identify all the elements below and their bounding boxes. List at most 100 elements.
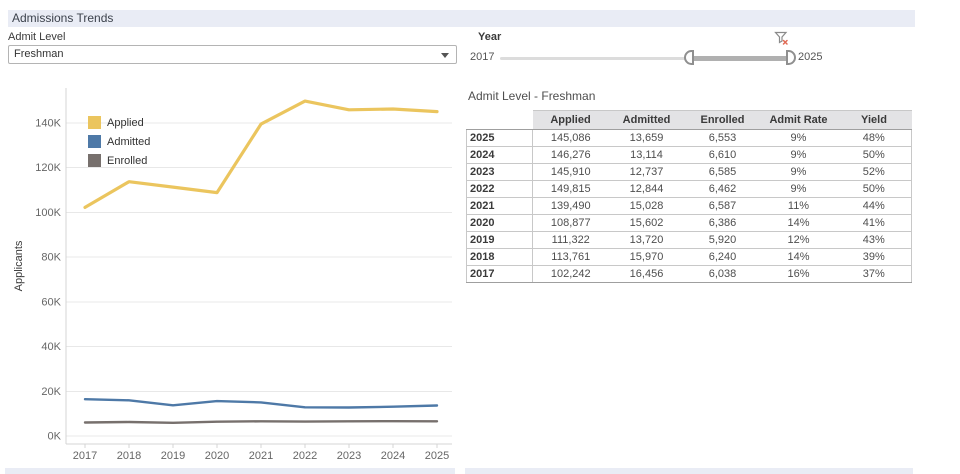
- admissions-table: Applied Admitted Enrolled Admit Rate Yield 2…: [466, 110, 912, 283]
- table-cell[interactable]: 16,456: [608, 265, 685, 283]
- legend-item-applied[interactable]: Applied: [88, 116, 150, 129]
- table-cell[interactable]: 6,462: [684, 180, 761, 198]
- table-cell[interactable]: 9%: [760, 180, 837, 198]
- table-cell[interactable]: 111,322: [532, 231, 609, 249]
- legend-swatch-icon: [88, 154, 101, 167]
- year-slider-track[interactable]: [500, 57, 788, 60]
- legend-item-enrolled[interactable]: Enrolled: [88, 154, 150, 167]
- filter-clear-icon[interactable]: [774, 31, 789, 51]
- row-header-year[interactable]: 2024: [466, 146, 533, 164]
- table-cell[interactable]: 11%: [760, 197, 837, 215]
- column-header-yield[interactable]: Yield: [836, 110, 912, 130]
- table-cell[interactable]: 13,114: [608, 146, 685, 164]
- table-cell[interactable]: 52%: [836, 163, 912, 181]
- legend-label: Admitted: [107, 135, 151, 148]
- table-cell[interactable]: 6,585: [684, 163, 761, 181]
- legend-swatch-icon: [88, 135, 101, 148]
- y-tick-label: 120K: [35, 162, 61, 174]
- table-cell[interactable]: 50%: [836, 180, 912, 198]
- row-header-year[interactable]: 2018: [466, 248, 533, 266]
- table-cell[interactable]: 146,276: [532, 146, 609, 164]
- table-cell[interactable]: 102,242: [532, 265, 609, 283]
- row-header-year[interactable]: 2021: [466, 197, 533, 215]
- table-row: 2025 145,086 13,659 6,553 9% 48%: [466, 129, 912, 147]
- table-cell[interactable]: 9%: [760, 129, 837, 147]
- table-row: 2022 149,815 12,844 6,462 9% 50%: [466, 180, 912, 198]
- table-cell[interactable]: 9%: [760, 146, 837, 164]
- table-cell[interactable]: 48%: [836, 129, 912, 147]
- table-cell[interactable]: 113,761: [532, 248, 609, 266]
- table-cell[interactable]: 9%: [760, 163, 837, 181]
- y-tick-label: 80K: [41, 252, 61, 264]
- admit-level-selected-value: Freshman: [14, 48, 64, 60]
- series-line-admitted[interactable]: [83, 398, 439, 409]
- table-cell[interactable]: 12,737: [608, 163, 685, 181]
- dashboard-title-bar: Admissions Trends: [8, 10, 915, 27]
- slider-max-label: 2025: [798, 51, 823, 63]
- table-row: 2021 139,490 15,028 6,587 11% 44%: [466, 197, 912, 215]
- year-slider-handle-right[interactable]: [786, 50, 796, 65]
- table-cell[interactable]: 15,028: [608, 197, 685, 215]
- slider-min-label: 2017: [470, 51, 495, 63]
- table-cell[interactable]: 12%: [760, 231, 837, 249]
- table-cell[interactable]: 15,970: [608, 248, 685, 266]
- row-header-year[interactable]: 2022: [466, 180, 533, 198]
- legend-item-admitted[interactable]: Admitted: [88, 135, 150, 148]
- chart-legend: Applied Admitted Enrolled: [88, 116, 150, 167]
- column-header-applied[interactable]: Applied: [532, 110, 609, 130]
- y-tick-label: 100K: [35, 207, 61, 219]
- table-row: 2017 102,242 16,456 6,038 16% 37%: [466, 265, 912, 283]
- row-header-year[interactable]: 2019: [466, 231, 533, 249]
- table-cell[interactable]: 12,844: [608, 180, 685, 198]
- table-cell[interactable]: 108,877: [532, 214, 609, 232]
- table-cell[interactable]: 14%: [760, 214, 837, 232]
- table-row: 2020 108,877 15,602 6,386 14% 41%: [466, 214, 912, 232]
- table-row: 2024 146,276 13,114 6,610 9% 50%: [466, 146, 912, 164]
- table-row: 2023 145,910 12,737 6,585 9% 52%: [466, 163, 912, 181]
- row-header-year[interactable]: 2017: [466, 265, 533, 283]
- column-header-admit-rate[interactable]: Admit Rate: [760, 110, 837, 130]
- x-tick-label: 2023: [337, 450, 361, 462]
- table-cell[interactable]: 6,386: [684, 214, 761, 232]
- series-line-enrolled[interactable]: [83, 420, 439, 424]
- trend-line-chart: 0K 20K 40K 60K 80K 100K 120K 140K 2017 2018 2019 20…: [13, 88, 452, 462]
- table-cell[interactable]: 6,240: [684, 248, 761, 266]
- bottom-zone-right: [465, 468, 913, 474]
- table-cell[interactable]: 139,490: [532, 197, 609, 215]
- table-cell[interactable]: 14%: [760, 248, 837, 266]
- table-cell[interactable]: 145,910: [532, 163, 609, 181]
- year-filter-label: Year: [478, 31, 502, 43]
- year-slider-selected-range[interactable]: [690, 56, 788, 61]
- table-cell[interactable]: 6,610: [684, 146, 761, 164]
- table-cell[interactable]: 50%: [836, 146, 912, 164]
- table-cell[interactable]: 5,920: [684, 231, 761, 249]
- row-header-year[interactable]: 2020: [466, 214, 533, 232]
- table-cell[interactable]: 145,086: [532, 129, 609, 147]
- column-header-admitted[interactable]: Admitted: [608, 110, 685, 130]
- table-cell[interactable]: 149,815: [532, 180, 609, 198]
- y-tick-label: 0K: [48, 431, 62, 443]
- year-slider-handle-left[interactable]: [684, 50, 694, 65]
- x-tick-label: 2024: [381, 450, 405, 462]
- table-cell[interactable]: 6,038: [684, 265, 761, 283]
- series-line-applied[interactable]: [83, 99, 439, 209]
- table-cell[interactable]: 37%: [836, 265, 912, 283]
- table-cell[interactable]: 43%: [836, 231, 912, 249]
- table-cell[interactable]: 39%: [836, 248, 912, 266]
- table-cell[interactable]: 13,720: [608, 231, 685, 249]
- table-row: 2019 111,322 13,720 5,920 12% 43%: [466, 231, 912, 249]
- table-cell[interactable]: 41%: [836, 214, 912, 232]
- caret-down-icon: [441, 53, 449, 58]
- table-cell[interactable]: 16%: [760, 265, 837, 283]
- column-header-enrolled[interactable]: Enrolled: [684, 110, 761, 130]
- table-cell[interactable]: 6,587: [684, 197, 761, 215]
- table-cell[interactable]: 15,602: [608, 214, 685, 232]
- row-header-year[interactable]: 2025: [466, 129, 533, 147]
- table-cell[interactable]: 6,553: [684, 129, 761, 147]
- table-corner-cell: [466, 110, 533, 130]
- table-cell[interactable]: 13,659: [608, 129, 685, 147]
- row-header-year[interactable]: 2023: [466, 163, 533, 181]
- admit-level-dropdown[interactable]: Freshman: [8, 45, 457, 64]
- legend-label: Applied: [107, 116, 144, 129]
- table-cell[interactable]: 44%: [836, 197, 912, 215]
